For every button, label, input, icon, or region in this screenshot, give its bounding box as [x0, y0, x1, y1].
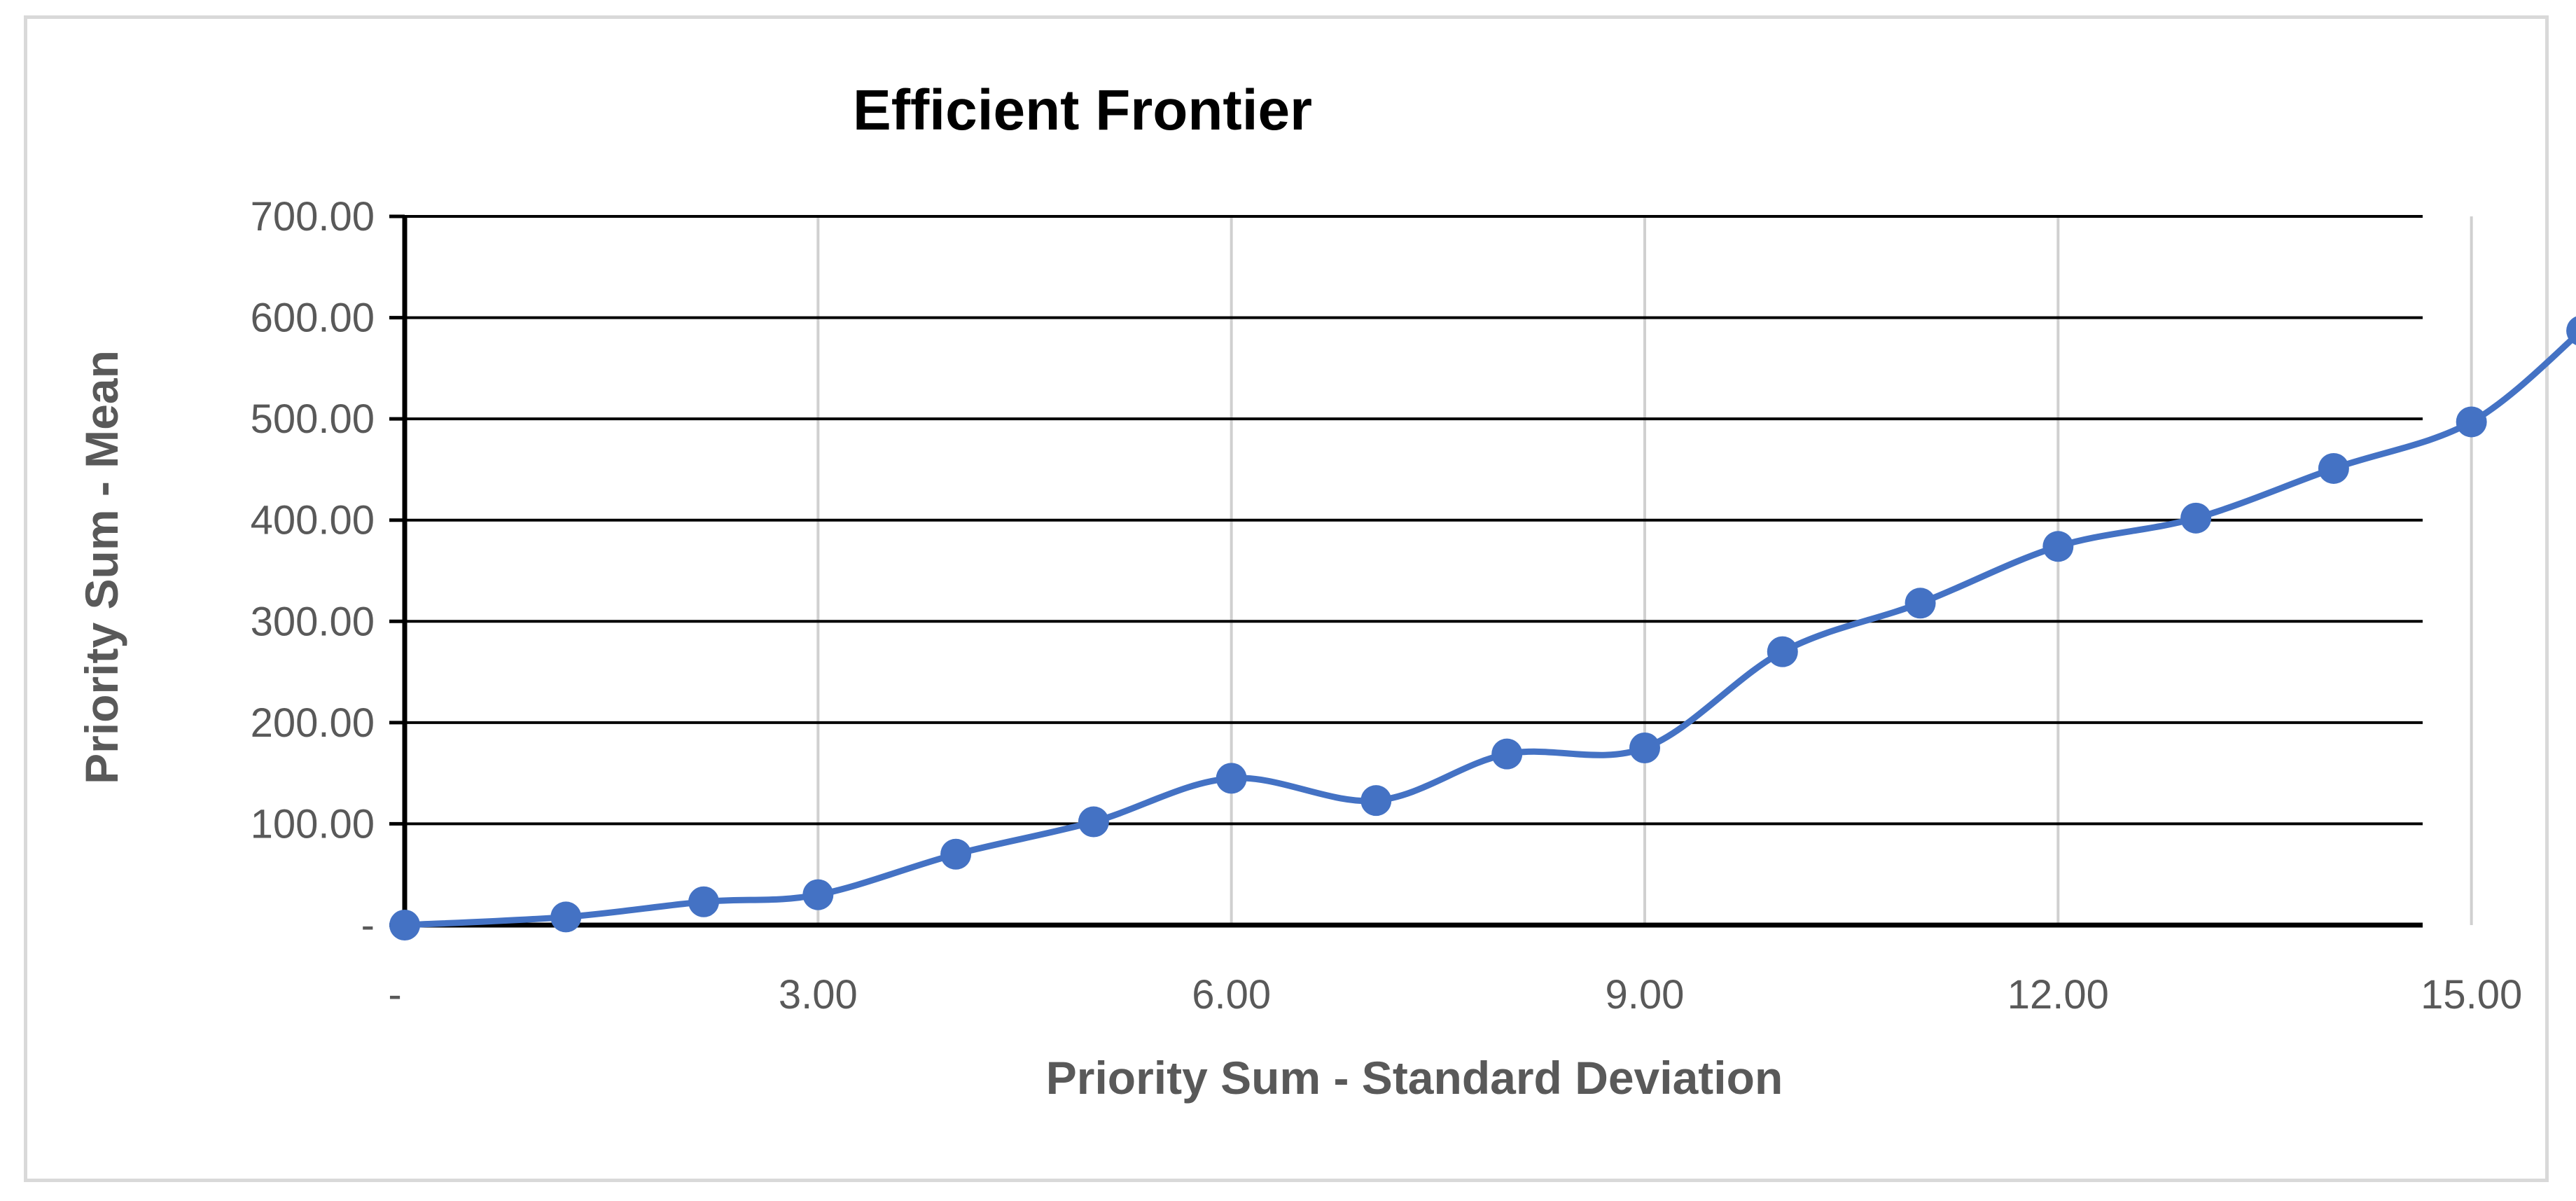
data-point — [1905, 588, 1936, 619]
data-point — [550, 901, 582, 933]
chart-frame — [24, 15, 2549, 1182]
y-tick-label: 700.00 — [251, 194, 375, 239]
axes — [402, 216, 2423, 928]
x-tick-label: 12.00 — [2007, 972, 2109, 1018]
data-point — [1491, 738, 1523, 770]
data-point — [1078, 806, 1109, 838]
horizontal-gridlines — [405, 215, 2423, 826]
y-tick-label: 300.00 — [251, 599, 375, 644]
x-tick-label: 3.00 — [779, 972, 858, 1018]
series-group — [389, 316, 2576, 940]
y-tick-label: 500.00 — [251, 396, 375, 442]
y-axis-ticks: - 100.00 200.00 300.00 400.00 500.00 600.00 700… — [251, 194, 405, 948]
x-tick-label: 9.00 — [1606, 972, 1685, 1018]
data-point — [389, 910, 420, 940]
data-point — [688, 886, 720, 917]
x-tick-label: 6.00 — [1192, 972, 1271, 1018]
data-point — [940, 838, 972, 870]
data-point — [1216, 763, 1247, 794]
x-tick-label: - — [388, 972, 401, 1018]
data-point — [1767, 636, 1798, 667]
x-tick-label: 15.00 — [2421, 972, 2522, 1018]
y-tick-label: 100.00 — [251, 801, 375, 847]
data-point — [2180, 502, 2212, 534]
x-axis-ticks: - 3.00 6.00 9.00 12.00 15.00 — [388, 972, 2522, 1018]
data-point — [2456, 406, 2487, 438]
y-tick-label: 200.00 — [251, 700, 375, 746]
y-axis-title: Priority Sum - Mean — [76, 350, 127, 784]
x-axis-title: Priority Sum - Standard Deviation — [1046, 1052, 1783, 1104]
chart-title: Efficient Frontier — [853, 78, 1312, 142]
y-tick-label: - — [361, 903, 375, 948]
data-point — [802, 879, 834, 910]
vertical-gridlines — [816, 216, 2473, 925]
y-tick-label: 600.00 — [251, 296, 375, 341]
y-tick-label: 400.00 — [251, 498, 375, 543]
data-point — [2318, 452, 2349, 484]
data-point — [1629, 733, 1660, 763]
data-point — [2566, 316, 2576, 345]
data-point — [1360, 785, 1392, 817]
data-point — [2042, 531, 2074, 562]
